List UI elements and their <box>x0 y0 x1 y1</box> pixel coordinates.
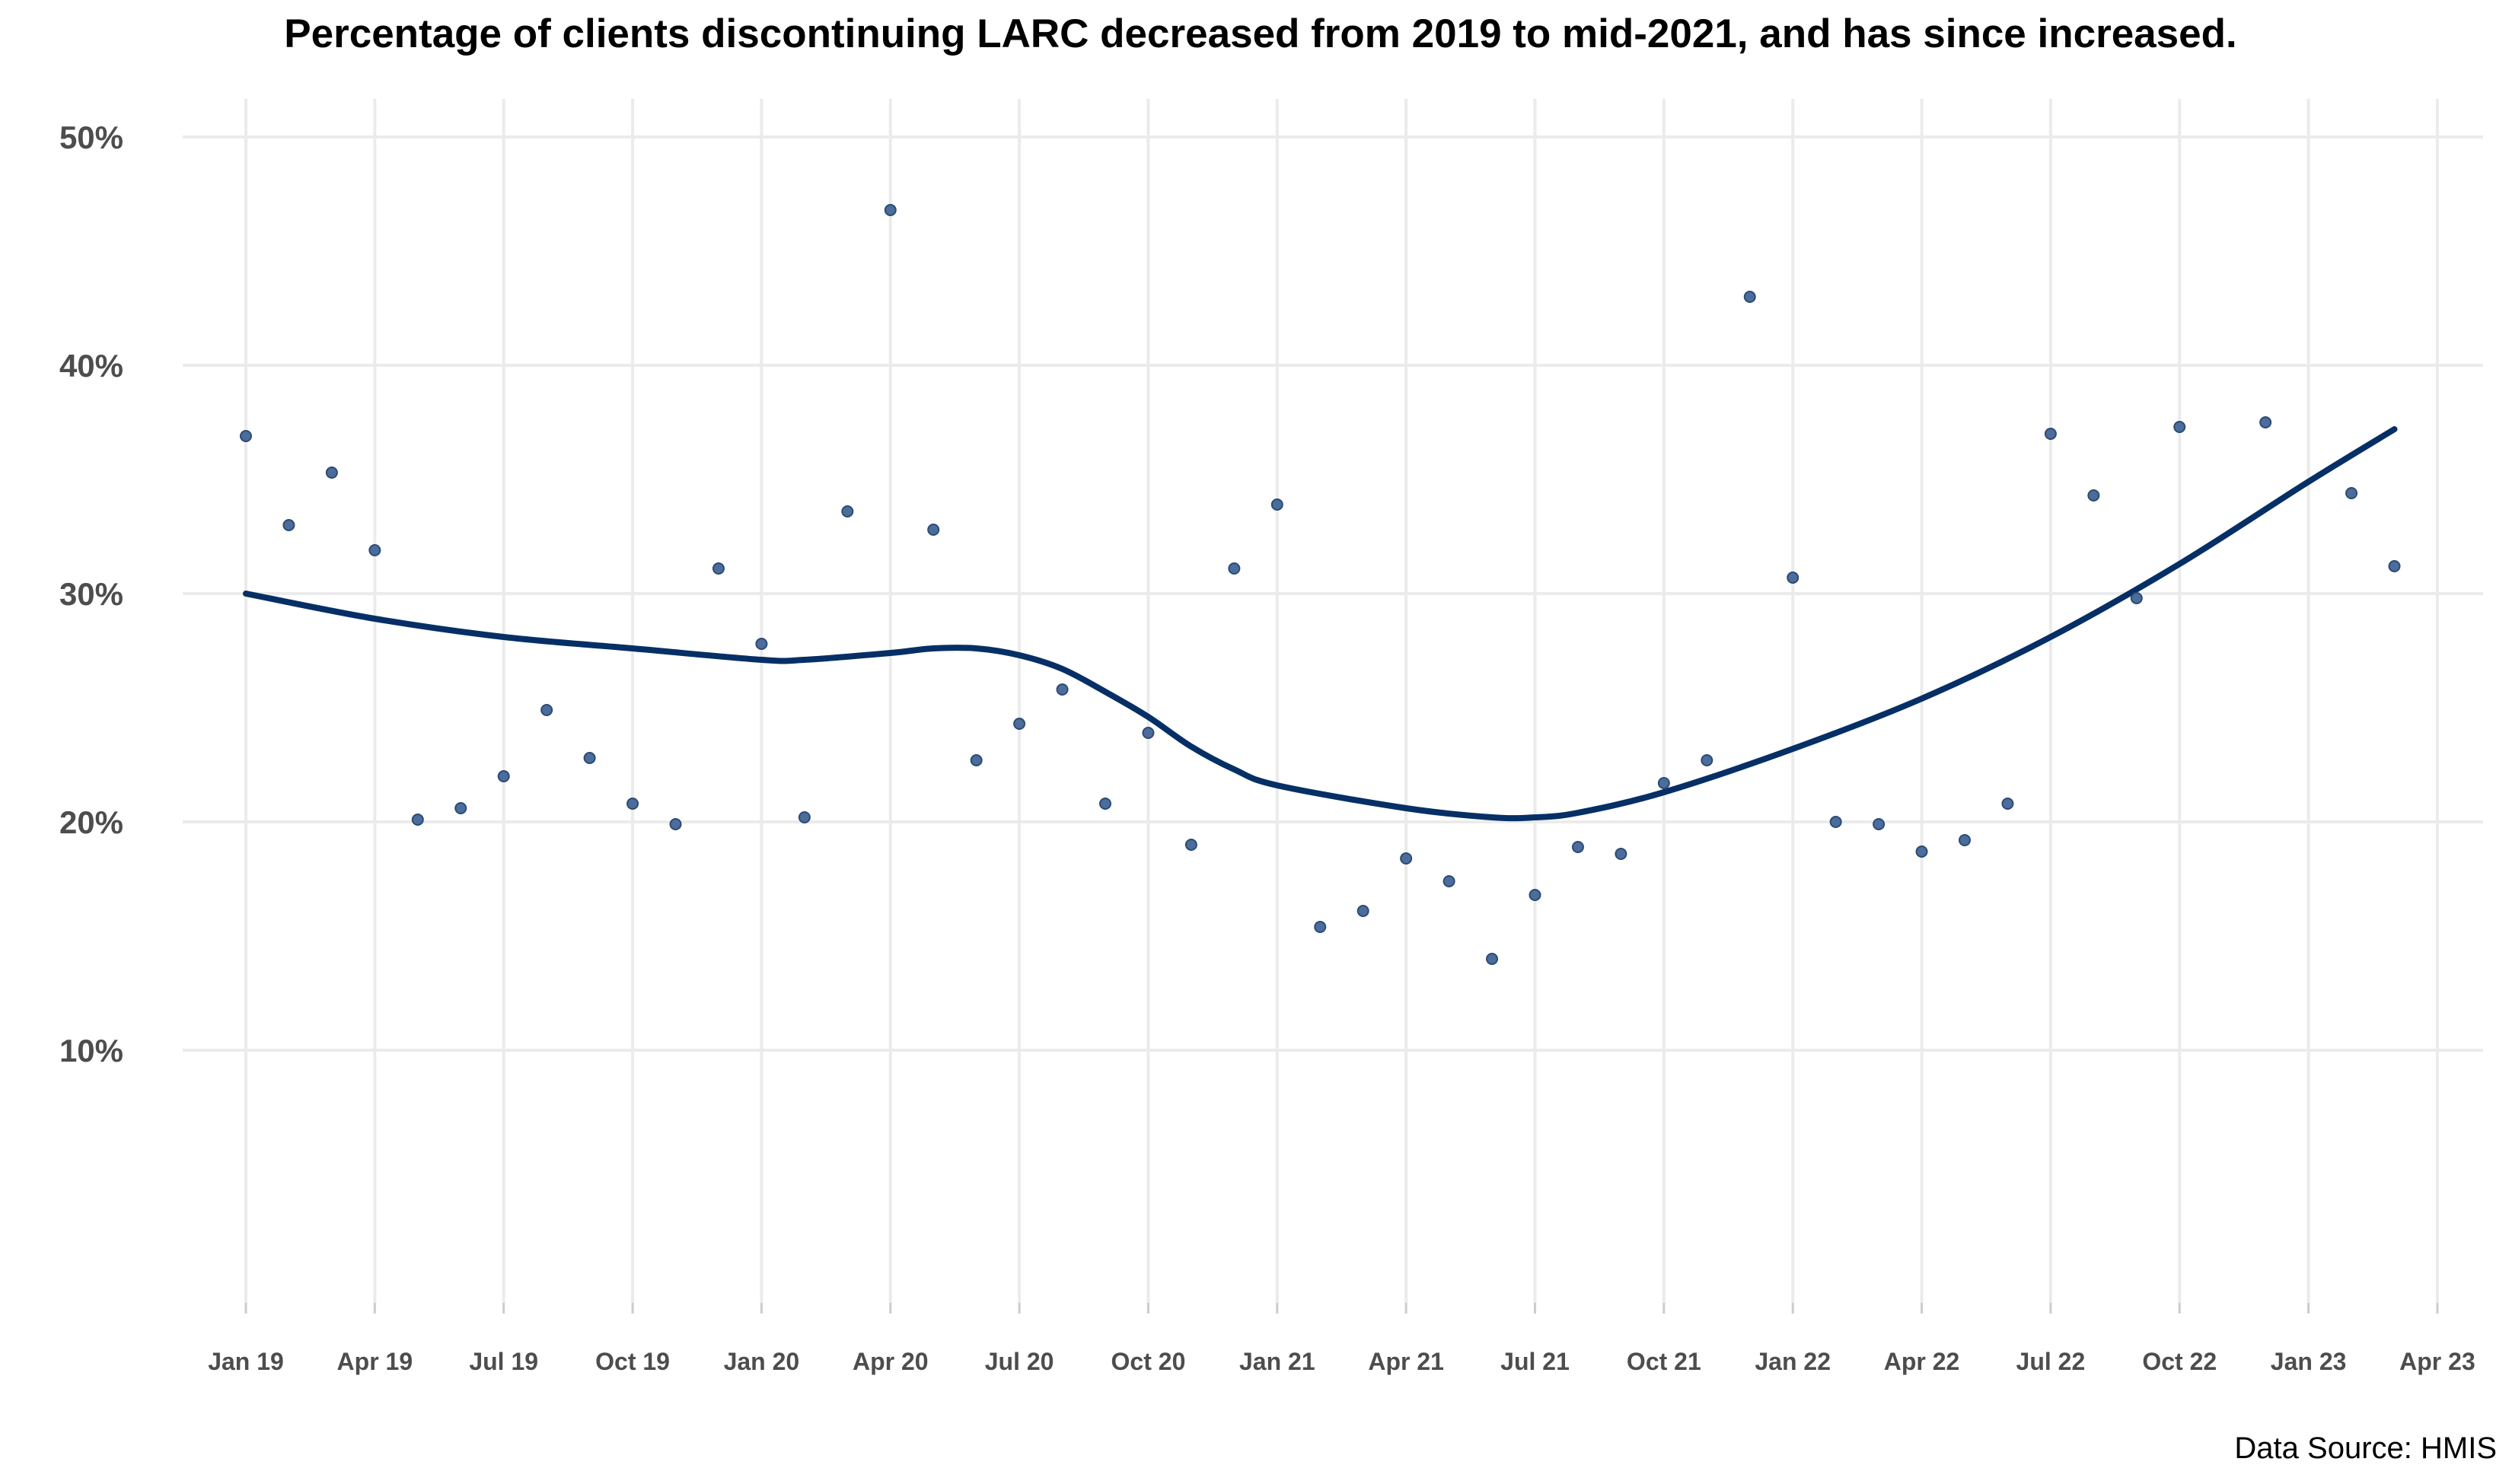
data-point <box>798 811 811 823</box>
smooth-trend-line <box>243 426 2398 822</box>
data-point <box>1571 841 1584 853</box>
x-tick-label: Oct 21 <box>1627 1348 1701 1375</box>
data-point <box>1657 777 1670 789</box>
data-point <box>325 467 338 479</box>
x-tick-label: Apr 19 <box>337 1348 413 1375</box>
data-point <box>1400 852 1413 865</box>
data-point <box>282 519 295 531</box>
data-point <box>540 704 553 716</box>
data-point <box>2173 421 2186 433</box>
data-point <box>2130 592 2143 604</box>
data-point <box>669 818 682 830</box>
grid <box>183 99 2483 1314</box>
data-point <box>497 770 510 782</box>
data-point <box>454 802 467 814</box>
data-point <box>2001 798 2014 810</box>
x-tick-label: Jan 19 <box>208 1348 284 1375</box>
data-point <box>1486 953 1499 965</box>
x-tick-label: Jul 21 <box>1500 1348 1570 1375</box>
y-tick-label: 40% <box>59 348 123 384</box>
data-point <box>2345 487 2358 499</box>
data-point <box>2259 416 2272 428</box>
data-point <box>927 524 940 536</box>
data-point <box>755 638 768 650</box>
data-point <box>1270 498 1283 511</box>
x-tick-label: Jan 20 <box>724 1348 800 1375</box>
x-tick-label: Oct 22 <box>2142 1348 2217 1375</box>
x-tick-label: Jan 21 <box>1239 1348 1315 1375</box>
data-point <box>1442 875 1455 887</box>
data-point <box>884 204 897 216</box>
data-point <box>1056 683 1069 696</box>
data-point <box>841 505 854 517</box>
x-tick-label: Apr 20 <box>853 1348 929 1375</box>
y-tick-label: 10% <box>59 1033 123 1068</box>
chart-title: Percentage of clients discontinuing LARC… <box>284 11 2236 56</box>
data-point <box>2087 489 2100 502</box>
data-point <box>712 562 725 575</box>
data-point <box>1915 845 1928 858</box>
data-point <box>1142 727 1155 739</box>
data-point <box>1099 798 1111 810</box>
data-point <box>1356 905 1369 917</box>
data-point <box>1184 839 1197 851</box>
x-tick-label: Jul 20 <box>985 1348 1054 1375</box>
data-point <box>970 754 983 766</box>
data-point <box>1529 889 1541 901</box>
data-point <box>1959 834 1971 846</box>
data-points <box>240 204 2401 965</box>
data-point <box>1228 562 1241 575</box>
data-point <box>583 752 596 764</box>
data-point <box>1013 718 1026 730</box>
data-point <box>1615 848 1627 860</box>
data-point <box>1743 291 1756 303</box>
data-point <box>2388 560 2401 572</box>
data-point <box>2044 428 2057 440</box>
x-tick-label: Apr 21 <box>1368 1348 1444 1375</box>
x-axis-ticks: Jan 19 Apr 19 Jul 19 Oct 19 Jan 20 Apr 20 Jul … <box>208 1348 2475 1375</box>
y-axis-ticks: 10% 20% 30% 40% 50% <box>59 119 123 1068</box>
smooth-line-group <box>243 426 2398 822</box>
data-point <box>368 544 381 556</box>
data-point <box>626 798 639 810</box>
y-tick-label: 50% <box>59 119 123 155</box>
x-tick-label: Oct 20 <box>1111 1348 1186 1375</box>
data-point <box>1314 921 1327 933</box>
x-tick-label: Apr 22 <box>1884 1348 1960 1375</box>
data-point <box>1701 754 1713 766</box>
x-tick-label: Jan 22 <box>1755 1348 1831 1375</box>
data-point <box>240 430 252 442</box>
x-tick-label: Jan 23 <box>2271 1348 2347 1375</box>
y-tick-label: 30% <box>59 576 123 612</box>
data-point <box>1873 818 1886 830</box>
data-point <box>1787 572 1800 584</box>
x-tick-label: Jul 22 <box>2016 1348 2086 1375</box>
x-tick-label: Jul 19 <box>469 1348 538 1375</box>
data-point <box>1829 816 1842 828</box>
data-source-caption: Data Source: HMIS <box>2234 1431 2497 1465</box>
x-tick-label: Apr 23 <box>2399 1348 2475 1375</box>
data-point <box>411 814 424 826</box>
y-tick-label: 20% <box>59 804 123 840</box>
x-tick-label: Oct 19 <box>595 1348 670 1375</box>
